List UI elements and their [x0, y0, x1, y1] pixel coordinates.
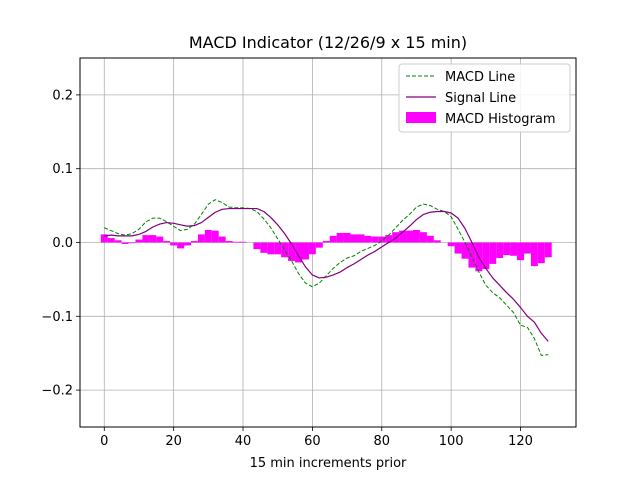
histogram-bar [225, 241, 233, 243]
legend-frame [398, 63, 571, 133]
histogram-bar [301, 242, 309, 260]
x-tick-label: 60 [304, 434, 321, 449]
histogram-bar [156, 236, 164, 243]
histogram-bar [315, 242, 323, 248]
histogram-bar [468, 242, 476, 268]
histogram-bar [197, 234, 205, 243]
histogram-bar [426, 235, 434, 243]
legend-label-signal-line: Signal Line [445, 91, 516, 106]
histogram-bar [399, 230, 407, 243]
series-lines [104, 199, 549, 356]
histogram-bar [364, 235, 372, 243]
histogram-bar [412, 229, 420, 243]
histogram-bar [295, 242, 302, 263]
legend-label-macd-histogram: MACD Histogram [445, 112, 556, 127]
legend: MACD Line Signal Line MACD Histogram [398, 63, 571, 133]
histogram-bar [274, 242, 282, 255]
histogram-bar [482, 242, 490, 270]
histogram-bar [419, 232, 427, 243]
histogram-bar [128, 242, 136, 244]
histogram-bar [461, 242, 469, 259]
y-tick-label: 0.0 [52, 236, 73, 251]
histogram-bar [385, 235, 393, 243]
histogram-bar [135, 239, 143, 243]
x-tick-label: 120 [508, 434, 533, 449]
histogram-bar [288, 242, 296, 261]
histogram-bar [232, 241, 240, 243]
histogram-bar [260, 242, 268, 253]
histogram-bar [239, 241, 247, 243]
histogram-bar [322, 241, 330, 243]
signal-line [104, 207, 549, 342]
histogram-bar [204, 229, 212, 243]
x-tick-label: 20 [165, 434, 182, 449]
histogram-bar [496, 242, 504, 258]
histogram-bar [190, 241, 198, 243]
histogram-bar [503, 242, 511, 256]
histogram-bar [371, 236, 379, 243]
histogram-bar [343, 232, 351, 243]
x-tick-label: 100 [439, 434, 464, 449]
histogram-bar [211, 230, 219, 243]
y-tick-label: −0.2 [41, 384, 73, 399]
histogram-bar [281, 242, 289, 258]
histogram-bar [336, 232, 344, 243]
legend-swatch-macd-histogram [406, 112, 436, 123]
histogram-bar [149, 235, 157, 243]
legend-label-macd-line: MACD Line [445, 70, 515, 85]
histogram-bar [489, 242, 497, 264]
histogram-bar [114, 240, 122, 243]
histogram-bar [177, 242, 185, 249]
histogram-bar [517, 242, 524, 261]
x-axis-label: 15 min increments prior [250, 456, 407, 471]
histogram-bar [308, 242, 316, 255]
histogram-bar [510, 242, 518, 256]
y-tick-label: −0.1 [41, 310, 73, 325]
macd-line [104, 199, 549, 356]
histogram-bar [544, 242, 552, 258]
axis-ticks: 0 20 40 60 80 100 120 −0.2 −0.1 0.0 0.1 0.2 [41, 88, 532, 449]
histogram-bar [218, 236, 226, 243]
x-tick-label: 80 [373, 434, 390, 449]
histogram-bar [523, 242, 531, 254]
histogram-bar [406, 230, 413, 243]
chart-title: MACD Indicator (12/26/9 x 15 min) [189, 33, 467, 52]
histogram-bar [267, 242, 275, 255]
y-tick-label: 0.1 [52, 162, 73, 177]
histogram-bar [378, 236, 386, 243]
histogram-bar [447, 242, 455, 247]
histogram-bars [100, 229, 552, 272]
histogram-bar [537, 242, 545, 264]
histogram-bar [184, 242, 191, 246]
histogram-bar [329, 235, 337, 243]
y-tick-label: 0.2 [52, 88, 73, 103]
histogram-bar [454, 242, 462, 254]
histogram-bar [163, 241, 171, 243]
histogram-bar [142, 235, 150, 243]
histogram-bar [530, 242, 538, 267]
histogram-bar [253, 242, 261, 250]
histogram-bar [433, 240, 441, 243]
histogram-bar [170, 242, 178, 246]
histogram-bar [357, 234, 365, 243]
histogram-bar [107, 238, 115, 243]
histogram-bar [100, 234, 108, 243]
histogram-bar [350, 234, 358, 243]
histogram-bar [121, 242, 129, 244]
x-tick-label: 0 [100, 434, 108, 449]
x-tick-label: 40 [235, 434, 252, 449]
